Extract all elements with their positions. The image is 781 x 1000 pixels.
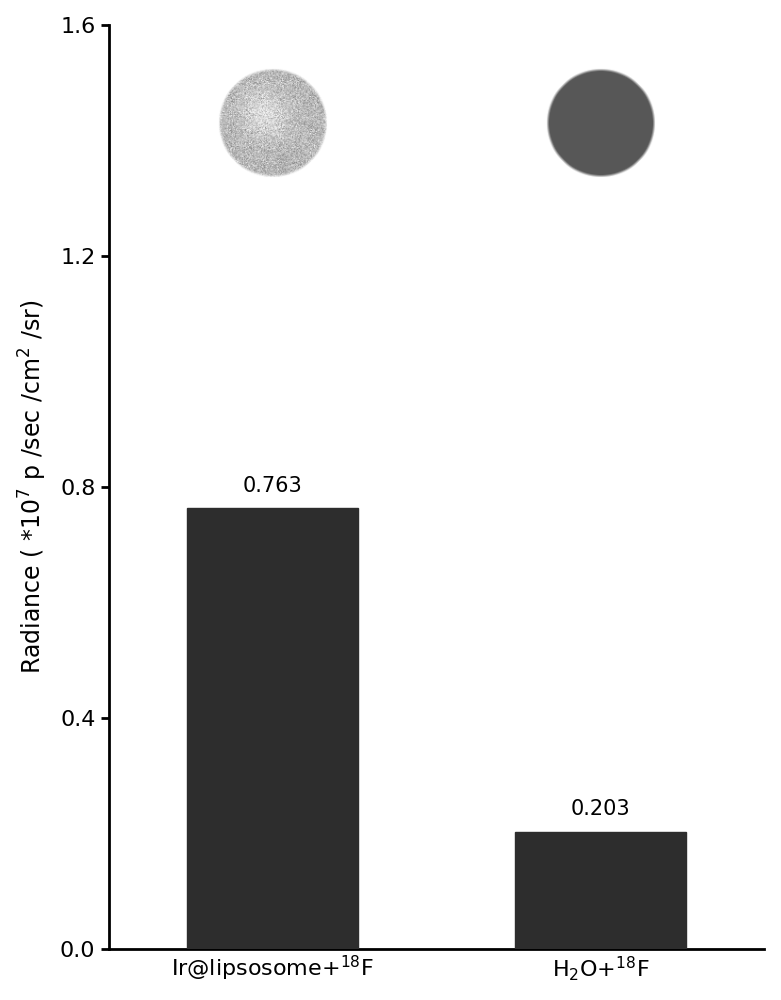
Bar xyxy=(515,832,686,949)
Text: 0.763: 0.763 xyxy=(243,476,302,496)
Text: 0.203: 0.203 xyxy=(571,799,630,819)
Y-axis label: Radiance ( *10$^7$ p /sec /cm$^2$ /sr): Radiance ( *10$^7$ p /sec /cm$^2$ /sr) xyxy=(16,300,49,674)
Bar xyxy=(187,508,358,949)
